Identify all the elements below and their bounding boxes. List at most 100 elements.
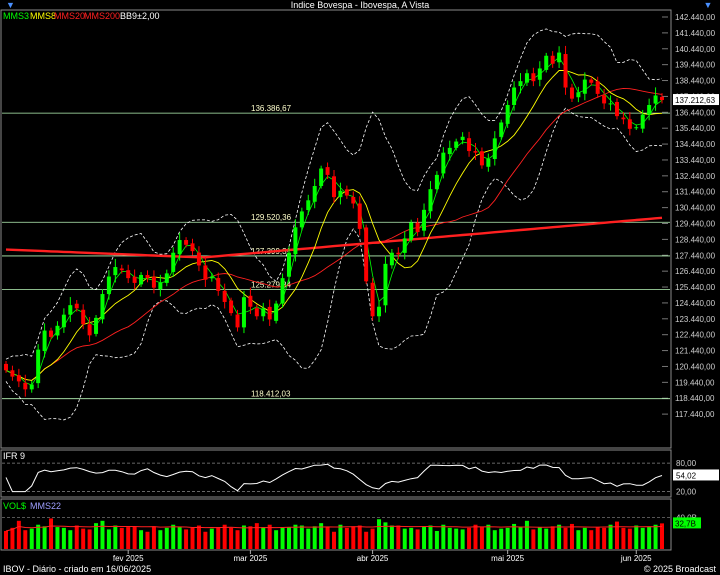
- volume-bar: [627, 528, 632, 549]
- ma200-line: [5, 216, 663, 259]
- price-tick-label: 133.440,00: [675, 156, 716, 165]
- price-tick-label: 125.440,00: [675, 283, 716, 292]
- candle-body: [531, 73, 536, 82]
- candle-body: [402, 238, 407, 253]
- candle-body: [299, 211, 304, 228]
- volume-bar: [4, 530, 8, 549]
- candle-body: [55, 325, 60, 336]
- volume-bar: [306, 528, 311, 549]
- volume-ma-line: [5, 525, 663, 532]
- volume-bar: [428, 525, 433, 549]
- volume-bar: [113, 525, 118, 549]
- candle-body: [145, 274, 150, 279]
- volume-bar: [235, 530, 240, 549]
- price-tick-label: 141.440,00: [675, 29, 716, 38]
- candle-body: [68, 305, 73, 315]
- candle-body: [640, 114, 645, 129]
- candle-body: [544, 55, 549, 70]
- chart-options-icon[interactable]: ▼: [704, 0, 713, 10]
- volume-bar: [486, 524, 491, 549]
- candle-body: [94, 317, 99, 334]
- price-panel-frame: [0, 9, 672, 449]
- volume-bar: [241, 525, 246, 549]
- candle-body: [422, 209, 427, 231]
- volume-bar: [377, 519, 382, 549]
- volume-bar: [151, 526, 156, 549]
- volume-bar: [576, 530, 581, 549]
- candle-body: [505, 105, 510, 124]
- candle-body: [582, 79, 587, 94]
- volume-bar: [409, 527, 414, 549]
- candle-body: [49, 330, 54, 337]
- price-tick-label: 139.440,00: [675, 61, 716, 70]
- volume-bar: [190, 527, 195, 549]
- candle-body: [415, 222, 420, 233]
- candle-body: [151, 276, 156, 288]
- candle-body: [383, 263, 388, 306]
- volume-bar: [325, 527, 330, 549]
- candle-body: [460, 136, 465, 141]
- candle-body: [409, 222, 414, 240]
- candle-body: [29, 384, 34, 390]
- volume-bar: [634, 525, 639, 549]
- candle-body: [132, 276, 137, 283]
- candle-body: [42, 330, 47, 352]
- volume-ma-title: MMS22: [30, 501, 61, 511]
- candle-body: [229, 300, 234, 314]
- candle-body: [447, 147, 452, 155]
- volume-bar: [248, 526, 253, 549]
- volume-bar: [364, 531, 369, 549]
- volume-bar: [544, 528, 549, 549]
- reference-line-label: 125.279,34: [251, 281, 292, 290]
- volume-bar: [653, 524, 658, 549]
- volume-bar: [441, 524, 446, 549]
- volume-bar: [36, 524, 41, 549]
- candle-body: [563, 54, 568, 88]
- footer-copyright: © 2025 Broadcast: [644, 564, 717, 574]
- volume-bar: [203, 531, 208, 549]
- volume-bar: [454, 528, 459, 549]
- candle-body: [550, 55, 555, 64]
- footer-caption: IBOV - Diário - criado em 16/06/2025: [3, 564, 151, 574]
- candle-body: [16, 375, 21, 382]
- volume-bar: [389, 525, 394, 549]
- candle-body: [184, 240, 189, 245]
- candle-body: [467, 138, 472, 152]
- volume-last-tag: [673, 517, 701, 529]
- chart-menu-icon[interactable]: ▼: [6, 0, 15, 10]
- volume-bar: [164, 527, 169, 549]
- volume-bar: [42, 526, 47, 549]
- price-tick-label: 126.440,00: [675, 267, 716, 276]
- volume-bar: [74, 525, 79, 549]
- price-tick-label: 127.440,00: [675, 251, 716, 260]
- price-grid: [662, 16, 668, 415]
- rsi-panel: 80,00 20,00 54,02: [2, 459, 719, 497]
- candle-body: [126, 270, 131, 279]
- ma20-line: [5, 87, 663, 381]
- volume-bar: [196, 525, 201, 549]
- candle-body: [254, 308, 259, 317]
- candle-body: [286, 252, 291, 277]
- volume-bar: [229, 527, 234, 549]
- volume-bar: [512, 523, 517, 549]
- volume-bar: [338, 524, 343, 549]
- volume-bar: [267, 524, 272, 549]
- candle-body: [113, 267, 118, 276]
- candle-body: [171, 252, 176, 272]
- volume-bar: [402, 528, 407, 549]
- candle-body: [222, 290, 227, 302]
- candle-body: [306, 200, 311, 210]
- volume-bar: [467, 527, 472, 549]
- candle-body: [10, 370, 15, 377]
- price-tick-label: 123.440,00: [675, 315, 716, 324]
- date-axis: fev 2025 mar 2025 abr 2025 mai 2025 jun 2025: [113, 550, 652, 563]
- candle-body: [589, 79, 594, 83]
- candle-body: [512, 87, 517, 106]
- volume-bar: [383, 522, 388, 549]
- candle-body: [235, 314, 240, 328]
- candle-body: [293, 227, 298, 255]
- candle-body: [428, 189, 433, 212]
- candle-body: [479, 151, 484, 166]
- volume-bar: [49, 518, 54, 549]
